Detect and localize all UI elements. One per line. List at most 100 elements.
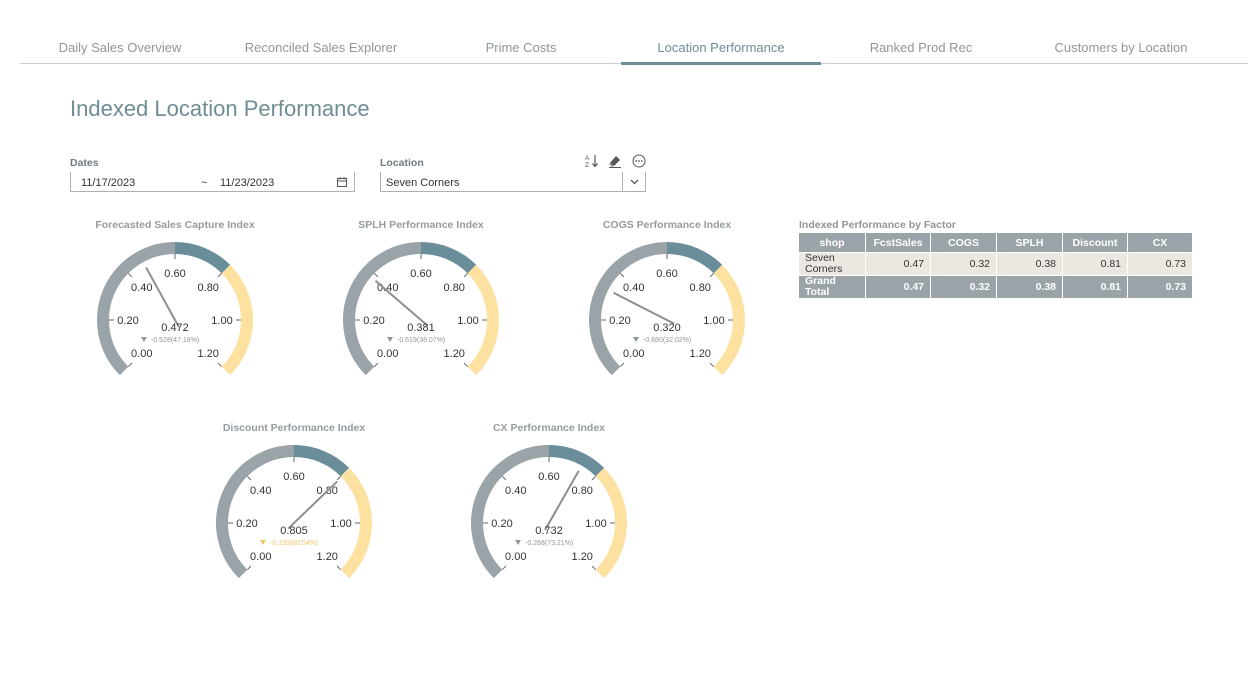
gauge-tick xyxy=(463,362,469,368)
gauge-splh-performance: SPLH Performance Index 0.00 0.20 0.40 0.60 0… xyxy=(311,219,531,419)
gauge-band-0 xyxy=(97,242,176,376)
column-header-fcstsales[interactable]: FcstSales xyxy=(865,233,931,253)
gauge-band-2 xyxy=(340,467,372,579)
chevron-down-icon xyxy=(630,179,638,184)
gauge-tick xyxy=(217,362,223,368)
gauge-title: Forecasted Sales Capture Index xyxy=(95,219,255,231)
table-cell: 0.32 xyxy=(930,252,997,276)
gauge-band-2 xyxy=(595,467,627,579)
shop-cell: Seven Corners xyxy=(799,252,866,276)
down-triangle-icon xyxy=(515,540,521,545)
gauge-tick-label: 0.40 xyxy=(131,282,152,294)
table-cell: 0.73 xyxy=(1127,252,1193,276)
gauge-tick-label: 1.00 xyxy=(585,518,606,530)
gauge-tick xyxy=(373,362,379,368)
sort-icon[interactable]: A Z xyxy=(585,154,599,168)
gauge-title: Discount Performance Index xyxy=(222,422,366,434)
gauge-tick-label: 0.40 xyxy=(505,485,526,497)
gauge-value: 0.732 xyxy=(535,525,563,537)
gauge-title: SPLH Performance Index xyxy=(358,219,484,231)
gauge-cx-performance: CX Performance Index 0.00 0.20 0.40 0.60 0.8… xyxy=(439,422,659,622)
gauge-value: 0.381 xyxy=(407,322,435,334)
gauge-band-1 xyxy=(293,445,350,477)
gauge-tick-label: 0.20 xyxy=(363,315,384,327)
gauge-band-1 xyxy=(420,242,477,274)
location-dropdown-button[interactable] xyxy=(622,172,645,191)
gauge-band-2 xyxy=(713,264,745,376)
tab-location-performance[interactable]: Location Performance xyxy=(621,36,821,65)
gauge-tick xyxy=(127,362,133,368)
location-label: Location xyxy=(380,157,424,169)
gauge-tick-label: 1.20 xyxy=(690,348,711,360)
gauge-delta: -0.680(32.02%) xyxy=(643,337,691,344)
column-header-shop[interactable]: shop xyxy=(799,233,866,253)
table-cell: 0.81 xyxy=(1062,252,1128,276)
gauge-tick xyxy=(336,565,342,571)
tab-reconciled-sales-explorer[interactable]: Reconciled Sales Explorer xyxy=(244,40,398,55)
gauge-tick xyxy=(501,475,507,481)
tab-daily-sales-overview[interactable]: Daily Sales Overview xyxy=(58,40,182,55)
gauge-tick-label: 0.20 xyxy=(236,518,257,530)
gauge-tick-label: 1.20 xyxy=(572,551,593,563)
gauge-tick-label: 0.40 xyxy=(623,282,644,294)
down-triangle-icon xyxy=(141,337,147,342)
gauge-tick xyxy=(591,565,597,571)
gauge-tick xyxy=(463,272,469,278)
eraser-icon[interactable] xyxy=(608,154,622,168)
more-options-icon[interactable] xyxy=(632,154,646,168)
table-cell: 0.47 xyxy=(865,252,931,276)
column-header-cogs[interactable]: COGS xyxy=(930,233,997,253)
calendar-icon[interactable] xyxy=(337,177,347,187)
gauge-tick xyxy=(591,475,597,481)
gauge-value: 0.472 xyxy=(161,322,189,334)
gauge-needle xyxy=(544,470,580,531)
gauge-tick xyxy=(217,272,223,278)
gauge-band-2 xyxy=(467,264,499,376)
tab-customers-by-location[interactable]: Customers by Location xyxy=(1054,40,1188,55)
gauge-tick-label: 1.20 xyxy=(444,348,465,360)
tab-prime-costs[interactable]: Prime Costs xyxy=(485,40,557,55)
gauge-tick xyxy=(336,475,342,481)
gauge-delta: -0.528(47.18%) xyxy=(151,337,199,344)
gauge-delta: -0.619(38.07%) xyxy=(397,337,445,344)
gauge-value: 0.320 xyxy=(653,322,681,334)
gauge-chart: 0.00 0.20 0.40 0.60 0.80 1.00 1.20 0.381 -0.619(… xyxy=(343,242,499,376)
column-header-discount[interactable]: Discount xyxy=(1062,233,1128,253)
gauge-title: COGS Performance Index xyxy=(602,219,732,231)
date-range-picker[interactable]: 11/17/2023 ~ 11/23/2023 xyxy=(70,172,355,192)
location-select[interactable]: Seven Corners xyxy=(380,172,646,192)
table-row[interactable]: Seven Corners 0.47 0.32 0.38 0.81 0.73 xyxy=(799,252,1193,276)
gauge-tick xyxy=(619,272,625,278)
gauge-tick xyxy=(619,362,625,368)
gauge-cogs-performance: COGS Performance Index 0.00 0.20 0.40 0.60 0… xyxy=(557,219,777,419)
gauge-tick-label: 0.60 xyxy=(164,268,185,280)
gauge-tick-label: 1.00 xyxy=(330,518,351,530)
gauge-delta: -0.268(73.21%) xyxy=(525,540,573,547)
date-end-input[interactable]: 11/23/2023 xyxy=(220,177,275,189)
table-cell: 0.47 xyxy=(865,275,931,298)
column-header-splh[interactable]: SPLH xyxy=(996,233,1063,253)
gauge-discount-performance: Discount Performance Index 0.00 0.20 0.40 0… xyxy=(184,422,404,622)
gauge-band-0 xyxy=(589,242,668,376)
gauge-tick-label: 0.00 xyxy=(377,348,398,360)
gauge-tick-label: 0.00 xyxy=(250,551,271,563)
gauge-tick-label: 1.20 xyxy=(198,348,219,360)
table-cell: 0.73 xyxy=(1127,275,1193,298)
gauge-tick-label: 1.00 xyxy=(703,315,724,327)
gauge-chart: 0.00 0.20 0.40 0.60 0.80 1.00 1.20 0.732 -0.268(… xyxy=(471,445,627,579)
gauge-chart: 0.00 0.20 0.40 0.60 0.80 1.00 1.20 0.472 -0.528(… xyxy=(97,242,253,376)
gauge-tick-label: 0.00 xyxy=(131,348,152,360)
gauge-chart: 0.000.200.400.600.801.001.200.805-0.195(… xyxy=(216,445,372,579)
gauge-chart: 0.00 0.20 0.40 0.60 0.80 1.00 1.20 0.320 -0.680(… xyxy=(589,242,745,376)
gauge-tick-label: 0.40 xyxy=(250,485,271,497)
gauge-tick-label: 0.20 xyxy=(609,315,630,327)
table-cell: 0.81 xyxy=(1062,275,1128,298)
table-cell: 0.38 xyxy=(996,252,1063,276)
date-start-input[interactable]: 11/17/2023 xyxy=(81,177,136,189)
column-header-cx[interactable]: CX xyxy=(1127,233,1193,253)
gauge-needle xyxy=(145,266,180,328)
tab-ranked-prod-rec[interactable]: Ranked Prod Rec xyxy=(869,40,973,55)
gauge-tick xyxy=(709,362,715,368)
svg-text:Z: Z xyxy=(585,162,589,168)
location-value: Seven Corners xyxy=(386,177,460,189)
